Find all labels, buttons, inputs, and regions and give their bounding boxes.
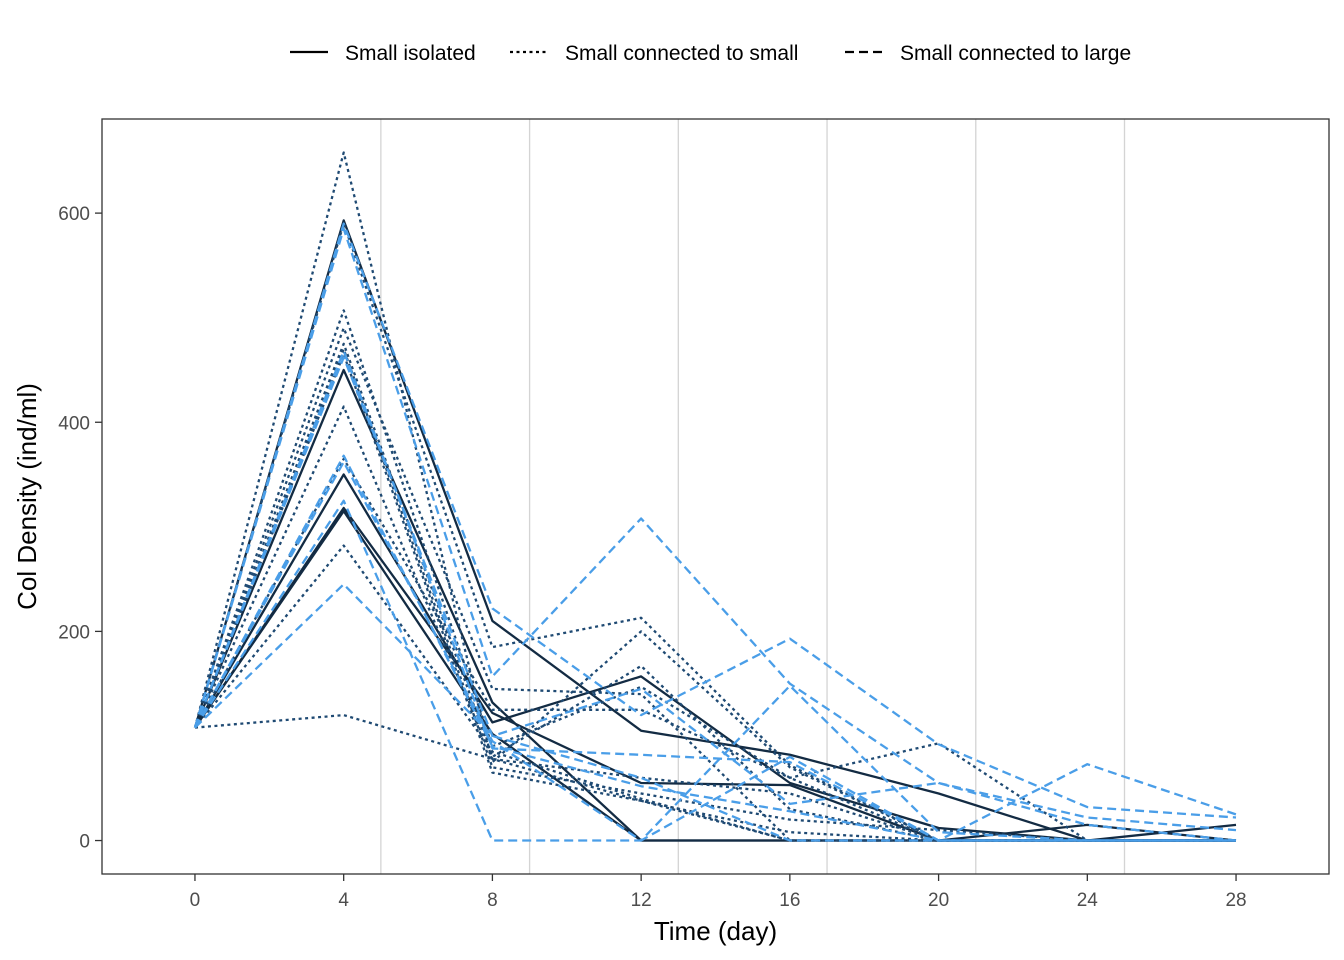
series-line-small-connected-to-large-23: [194, 499, 1236, 842]
legend-item-1: Small isolated: [290, 42, 476, 65]
y-tick-label: 400: [58, 413, 90, 434]
series-line-small-connected-to-small-16: [194, 713, 1236, 842]
series-line-small-connected-to-small-8: [193, 309, 1236, 842]
y-tick-label: 600: [58, 204, 90, 225]
x-tick-label: 16: [779, 890, 800, 911]
y-tick-label: 0: [79, 832, 90, 853]
x-tick-label: 8: [487, 890, 498, 911]
series-line-small-connected-to-large-24: [194, 583, 1236, 842]
x-tick-label: 20: [928, 890, 949, 911]
series-line-small-connected-to-large-19: [193, 349, 1237, 842]
series-line-small-connected-to-small-7: [193, 222, 1236, 842]
y-tick-label: 200: [58, 622, 90, 643]
series-line-small-connected-to-large-18: [193, 227, 1237, 832]
x-tick-label: 4: [338, 890, 349, 911]
series-line-small-isolated-2: [193, 368, 1236, 842]
legend-label: Small connected to large: [900, 42, 1131, 65]
series-line-small-connected-to-small-13: [193, 405, 1236, 842]
y-axis: 0 200 400 600: [58, 204, 102, 853]
x-axis: 0 4 8 12 16 20 24 28: [190, 874, 1247, 911]
x-tick-label: 24: [1077, 890, 1099, 911]
legend-item-3: Small connected to large: [845, 42, 1131, 65]
series-line-small-connected-to-large-20: [193, 356, 1237, 842]
series-line-small-connected-to-large-17: [193, 222, 1237, 819]
series-lines: [193, 151, 1237, 842]
legend: Small isolated Small connected to small Sm…: [290, 42, 1131, 65]
series-line-small-connected-to-small-6: [193, 151, 1236, 842]
series-line-small-isolated-5: [194, 509, 1237, 842]
plot-panel-border: [101, 118, 1330, 875]
series-line-small-connected-to-large-21: [193, 454, 1236, 842]
x-tick-label: 28: [1225, 890, 1246, 911]
legend-label: Small isolated: [345, 42, 476, 65]
series-line-small-connected-to-small-14: [193, 457, 1236, 842]
series-line-small-connected-to-small-12: [193, 353, 1236, 842]
x-tick-label: 0: [190, 890, 201, 911]
y-axis-title: Col Density (ind/ml): [12, 383, 42, 610]
series-line-small-connected-to-small-15: [194, 544, 1236, 842]
legend-item-2: Small connected to small: [510, 42, 798, 65]
series-line-small-connected-to-large-22: [193, 460, 1236, 842]
legend-label: Small connected to small: [565, 42, 798, 65]
x-axis-title: Time (day): [654, 916, 777, 946]
x-tick-label: 12: [631, 890, 652, 911]
